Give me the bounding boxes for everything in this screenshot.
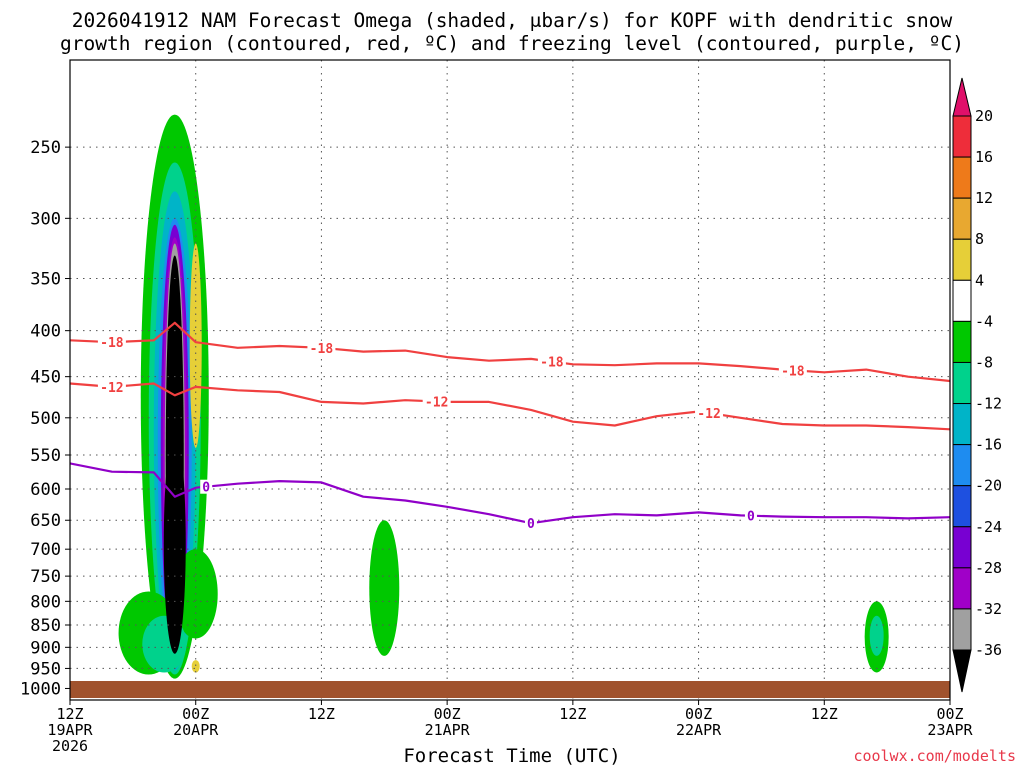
contour-label-bg (537, 354, 566, 369)
x-tick-label: 12Z (559, 705, 586, 723)
contour-label: 0 (747, 510, 755, 525)
colorbar-label: -20 (975, 477, 1002, 495)
colorbar-swatch (952, 156, 972, 199)
contour-label: 0 (202, 481, 210, 496)
contour-label: -12 (100, 381, 123, 396)
x-tick-label: 23APR (927, 721, 973, 739)
source-credit: coolwx.com/modelts (853, 747, 1016, 765)
plot-frame (69, 59, 951, 701)
colorbar-swatch (952, 279, 972, 322)
contour-label-bg (695, 406, 724, 421)
omega-descent-yellow (189, 243, 202, 448)
chart-title-line-2: growth region (contoured, red, ºC) and f… (60, 32, 964, 55)
colorbar-swatch (952, 115, 972, 158)
y-tick-label: 750 (30, 567, 61, 587)
colorbar-swatch (952, 361, 972, 405)
contour-label-bg (97, 335, 126, 350)
x-tick-label: 00Z (685, 705, 712, 723)
y-tick-label: 700 (30, 540, 61, 560)
y-tick-label: 1000 (20, 679, 61, 699)
colorbar-label: -28 (975, 559, 1002, 577)
colorbar-label: -24 (975, 518, 1002, 536)
x-tick-label: 22APR (676, 721, 722, 739)
x-tick-label: 19APR (47, 721, 93, 739)
colorbar-swatch (952, 320, 972, 363)
y-tick-label: 250 (30, 138, 61, 158)
colorbar-swatch (952, 485, 972, 528)
y-tick-label: 350 (30, 270, 61, 290)
colorbar-swatch (952, 567, 972, 610)
colorbar-swatch (952, 608, 972, 651)
y-tick-label: 900 (30, 638, 61, 658)
y-tick-label: 300 (30, 209, 61, 229)
contour-label-bg (307, 340, 336, 355)
omega-weak-ascent-21apr (369, 520, 400, 656)
contour-label: -18 (781, 364, 805, 379)
y-tick-label: 800 (30, 592, 61, 612)
y-tick-label: 600 (30, 480, 61, 500)
x-tick-label: 00Z (434, 705, 461, 723)
contour-label-bg (744, 508, 757, 523)
y-tick-label: 950 (30, 659, 61, 679)
omega-shading (118, 114, 889, 679)
y-tick-label: 500 (30, 409, 61, 429)
colorbar-top-arrow (952, 77, 972, 117)
contour-label-bg (97, 379, 126, 394)
contour-label-bg (200, 479, 213, 494)
chart-title-line-1: 2026041912 NAM Forecast Omega (shaded, μ… (71, 9, 953, 32)
colorbar-swatch (952, 197, 972, 240)
contour-label: -18 (100, 336, 124, 351)
y-tick-label: 850 (30, 616, 61, 636)
colorbar-swatch (952, 238, 972, 281)
x-tick-label: 12Z (308, 705, 335, 723)
y-tick-label: 400 (30, 322, 61, 342)
x-tick-label: 12Z (811, 705, 838, 723)
x-tick-label: 20APR (173, 721, 219, 739)
colorbar-swatch (952, 444, 972, 487)
colorbar-label: 12 (975, 189, 993, 207)
contour-label-bg (778, 363, 807, 378)
contour-label: 0 (527, 517, 535, 532)
colorbar-label: -36 (975, 641, 1002, 659)
colorbar-label: 20 (975, 107, 993, 125)
contour-label-bg (524, 516, 537, 531)
contour-label: -12 (697, 407, 720, 422)
omega-weak-ascent-22apr-core (869, 615, 884, 656)
grid-lines (70, 60, 950, 700)
contour-line (70, 382, 950, 431)
contour-label-bg (422, 394, 451, 409)
colorbar-label: -16 (975, 436, 1002, 454)
colorbar-label: -12 (975, 395, 1002, 413)
colorbar: 20 16 12 8 4 -4 -8 -12 -16 -20 -24 -28 -32 -36 (952, 77, 1002, 693)
terrain-ground (70, 681, 950, 698)
colorbar-label: 16 (975, 148, 993, 166)
x-tick-label: 12Z (56, 705, 83, 723)
x-tick-label: 21APR (425, 721, 471, 739)
x-axis-label: Forecast Time (UTC) (403, 745, 621, 767)
colorbar-label: -4 (975, 312, 993, 330)
contour-label: -12 (425, 395, 448, 410)
omega-ascent-black-core (163, 433, 186, 654)
temperature-contours: -18 -18 -18 -18 -12 -12 -12 0 0 0 (70, 321, 950, 532)
colorbar-label: -8 (975, 353, 993, 371)
colorbar-swatch (952, 403, 972, 446)
y-axis-ticks: 2503003504004505005506006507007508008509… (20, 138, 70, 699)
contour-line (70, 462, 950, 525)
x-tick-label: 2026 (52, 737, 88, 755)
x-tick-label: 00Z (936, 705, 963, 723)
contour-label: -18 (310, 342, 334, 357)
y-tick-label: 550 (30, 446, 61, 466)
colorbar-label: 8 (975, 230, 984, 248)
y-tick-label: 650 (30, 511, 61, 531)
x-tick-label: 00Z (182, 705, 209, 723)
colorbar-swatch (952, 526, 972, 569)
omega-descent-yellow-low (191, 660, 200, 673)
colorbar-label: 4 (975, 271, 984, 289)
y-tick-label: 450 (30, 368, 61, 388)
colorbar-bottom-arrow (952, 649, 972, 693)
contour-label: -18 (540, 356, 564, 371)
colorbar-label: -32 (975, 600, 1002, 618)
